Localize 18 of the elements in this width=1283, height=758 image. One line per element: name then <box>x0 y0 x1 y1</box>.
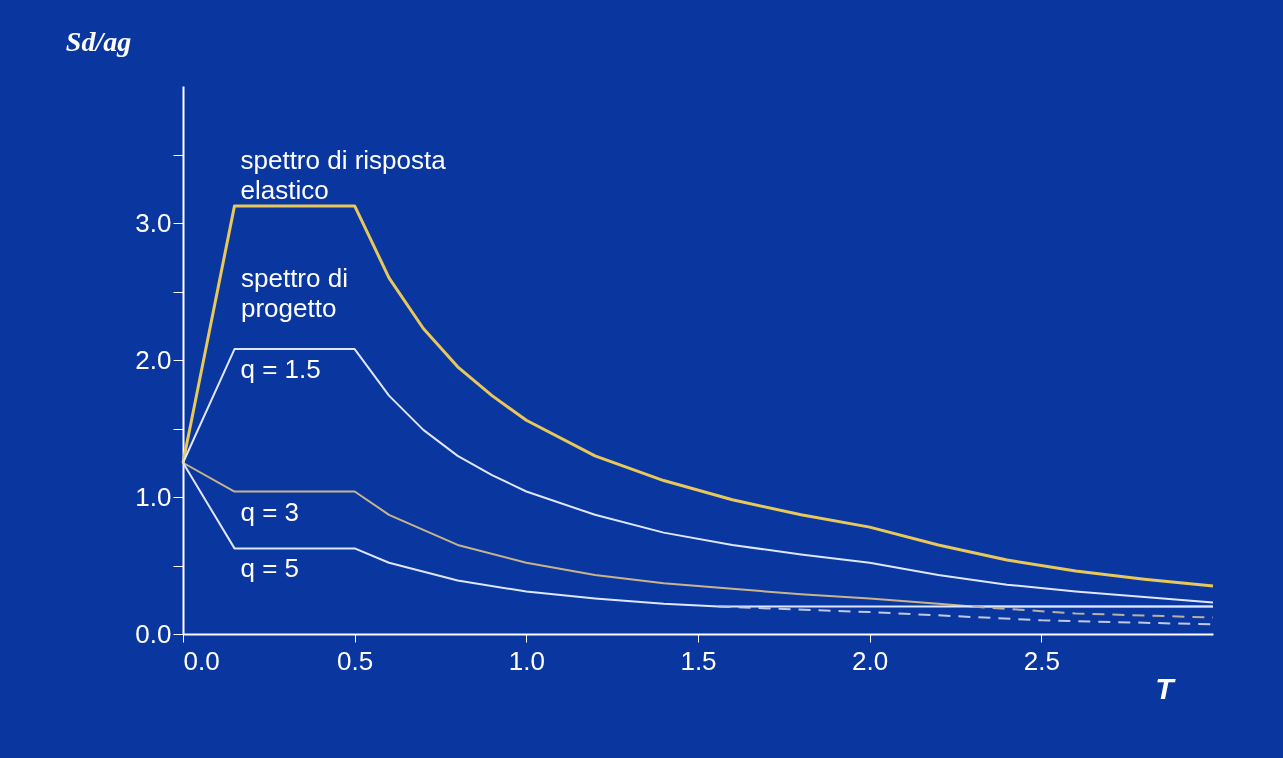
annotation: spettro di progetto <box>241 263 348 323</box>
y-tick-label: 2.0 <box>135 344 172 375</box>
x-tick-label: 0.0 <box>183 645 220 676</box>
x-tick-label: 2.5 <box>1023 645 1060 676</box>
y-tick-label: 0.0 <box>135 618 172 649</box>
x-axis-title: T <box>1155 671 1177 705</box>
x-tick-label: 2.0 <box>852 645 889 676</box>
series-label: spettro di risposta elastico <box>240 144 447 205</box>
line-series <box>181 204 1215 588</box>
y-tick-label: 1.0 <box>135 481 172 512</box>
series-label: q = 5 <box>240 553 300 584</box>
y-axis-title: Sd/ag <box>65 25 132 57</box>
series-label: q = 3 <box>240 496 300 527</box>
y-tick-label: 3.0 <box>135 207 172 238</box>
x-tick-label: 1.5 <box>680 645 717 676</box>
series-label: q = 1.5 <box>240 354 321 385</box>
x-tick-label: 1.0 <box>508 645 545 676</box>
x-tick-label: 0.5 <box>337 645 374 676</box>
